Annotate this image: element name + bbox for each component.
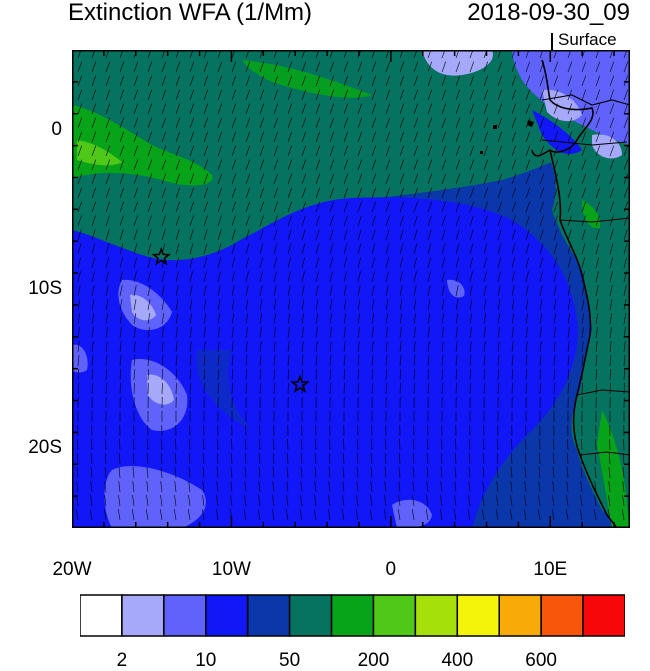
extinction-map <box>72 50 630 528</box>
colorbar-swatch <box>583 595 625 636</box>
lon-label: 20W <box>32 560 112 580</box>
colorbar-label: 400 <box>427 651 487 671</box>
map-level: Surface <box>558 30 617 50</box>
colorbar-swatch <box>122 595 164 636</box>
lat-label: 20S <box>0 438 62 458</box>
colorbar-label: 10 <box>176 651 236 671</box>
colorbar-swatch <box>164 595 206 636</box>
annobon-island <box>480 151 483 154</box>
colorbar-label: 200 <box>343 651 403 671</box>
colorbar-swatch <box>457 595 499 636</box>
inner-blue-region <box>222 234 555 456</box>
colorbar-swatch <box>499 595 541 636</box>
map-datetime: 2018-09-30_09 <box>467 0 630 26</box>
colorbar-label: 600 <box>511 651 571 671</box>
colorbar-swatch <box>80 595 122 636</box>
lat-label: 10S <box>0 279 62 299</box>
lon-label: 10E <box>510 560 590 580</box>
map-title: Extinction WFA (1/Mm) <box>68 0 312 26</box>
colorbar-swatch <box>373 595 415 636</box>
level-tick <box>551 33 553 50</box>
colorbar-swatch <box>332 595 374 636</box>
colorbar-swatch <box>415 595 457 636</box>
lon-label: 0 <box>351 560 431 580</box>
colorbar-swatch <box>541 595 583 636</box>
colorbar-label: 50 <box>260 651 320 671</box>
colorbar-swatch <box>290 595 332 636</box>
lat-label: 0 <box>0 120 62 140</box>
colorbar-swatch <box>206 595 248 636</box>
colorbar <box>80 594 625 637</box>
colorbar-label: 2 <box>92 651 152 671</box>
lon-label: 10W <box>191 560 271 580</box>
sao-tome-island <box>493 125 497 129</box>
colorbar-swatch <box>248 595 290 636</box>
